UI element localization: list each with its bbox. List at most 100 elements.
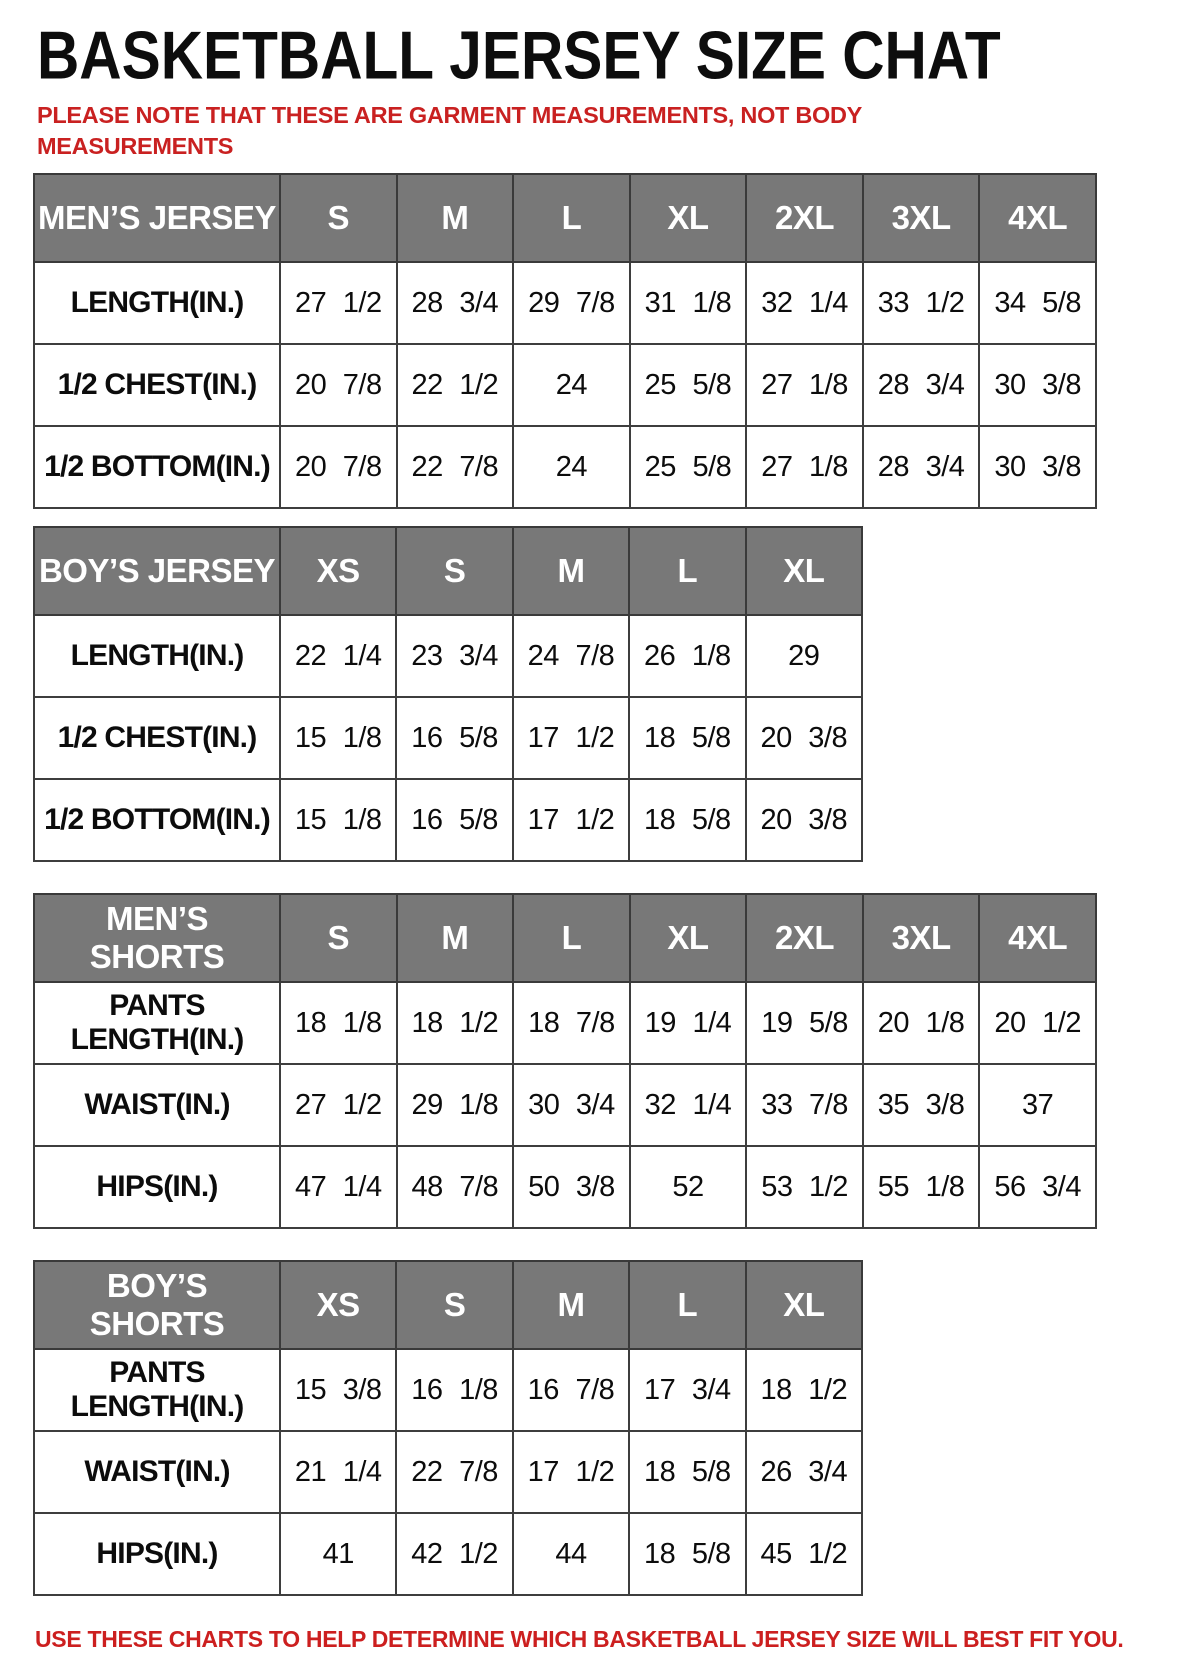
boy-s-jersey-table: BOY’S JERSEY XS S M L XL LENGTH(IN.) 22 1/4 23 3… [33,526,864,863]
boy-s-jersey-size-m: M [511,526,631,617]
row-label: HIPS(IN.) [33,1512,281,1597]
best-fit-note: USE THESE CHARTS TO HELP DETERMINE WHICH… [35,1626,1124,1653]
value-cell: 27 1/2 [279,261,398,346]
value-cell: 18 5/8 [628,1512,747,1597]
value-cell: 33 7/8 [745,1063,864,1148]
size-tables: MEN’S JERSEY S M L XL 2XL 3XL 4XL LENGTH(IN.) 27 … [33,173,1170,1597]
value-cell: 25 5/8 [628,425,748,510]
men-s-shorts-size-2xl: 2XL [745,893,864,984]
value-cell: 30 3/4 [512,1063,631,1148]
row-label: HIPS(IN.) [33,1145,281,1230]
row-label: 1/2 BOTTOM(IN.) [33,425,281,510]
men-s-shorts-size-l: L [512,893,631,984]
value-cell: 22 1/4 [278,614,398,699]
value-cell: 29 [744,614,864,699]
row-label: LENGTH(IN.) [33,614,281,699]
value-cell: 25 5/8 [628,343,748,428]
garment-measurements-note: PLEASE NOTE THAT THESE ARE GARMENT MEASU… [37,102,862,159]
value-cell: 15 1/8 [278,778,398,863]
men-s-jersey-size-4xl: 4XL [978,173,1097,264]
boy-s-shorts-row-waist-in: WAIST(IN.) 21 1/4 22 7/8 17 1/2 18 5/8 26 3/4 [33,1430,864,1515]
value-cell: 37 [978,1063,1097,1148]
value-cell: 19 5/8 [745,981,864,1066]
men-s-jersey-title-cell: MEN’S JERSEY [33,173,281,264]
value-cell: 18 5/8 [628,1430,747,1515]
row-label: 1/2 BOTTOM(IN.) [33,778,281,863]
value-cell: 18 5/8 [628,778,747,863]
value-cell: 24 7/8 [511,614,631,699]
boy-s-jersey-size-xl: XL [744,526,864,617]
value-cell: 17 3/4 [628,1348,747,1433]
value-cell: 22 7/8 [395,1430,514,1515]
value-cell: 18 7/8 [512,981,631,1066]
men-s-shorts-size-m: M [395,893,515,984]
men-s-jersey-size-3xl: 3XL [861,173,981,264]
value-cell: 17 1/2 [511,778,631,863]
row-label: 1/2 CHEST(IN.) [33,696,281,781]
men-s-jersey-header-row: MEN’S JERSEY S M L XL 2XL 3XL 4XL [33,173,1097,264]
value-cell: 29 1/8 [395,1063,515,1148]
boy-s-shorts-row-pants-length-in: PANTS LENGTH(IN.) 15 3/8 16 1/8 16 7/8 17 3/… [33,1348,864,1433]
boy-s-jersey-row-length-in: LENGTH(IN.) 22 1/4 23 3/4 24 7/8 26 1/8 29 [33,614,864,699]
value-cell: 56 3/4 [978,1145,1097,1230]
row-label: WAIST(IN.) [33,1063,281,1148]
value-cell: 31 1/8 [628,261,748,346]
value-cell: 53 1/2 [745,1145,864,1230]
value-cell: 18 1/2 [744,1348,864,1433]
men-s-shorts-size-4xl: 4XL [978,893,1097,984]
value-cell: 30 3/8 [978,425,1097,510]
row-label: LENGTH(IN.) [33,261,281,346]
value-cell: 18 1/8 [279,981,398,1066]
value-cell: 42 1/2 [395,1512,514,1597]
value-cell: 20 7/8 [279,343,398,428]
value-cell: 28 3/4 [395,261,515,346]
boy-s-jersey-title-cell: BOY’S JERSEY [33,526,281,617]
value-cell: 32 1/4 [628,1063,748,1148]
value-cell: 22 1/2 [395,343,515,428]
boy-s-shorts-row-hips-in: HIPS(IN.) 41 42 1/2 44 18 5/8 45 1/2 [33,1512,864,1597]
men-s-shorts-title-cell: MEN’S SHORTS [33,893,281,984]
boy-s-shorts-size-xl: XL [744,1260,864,1351]
page-title: BASKETBALL JERSEY SIZE CHAT [37,17,1001,94]
men-s-jersey-size-l: L [512,173,631,264]
value-cell: 50 3/8 [512,1145,631,1230]
value-cell: 20 7/8 [279,425,398,510]
value-cell: 52 [628,1145,748,1230]
value-cell: 18 1/2 [395,981,515,1066]
men-s-jersey-size-xl: XL [628,173,748,264]
value-cell: 22 7/8 [395,425,515,510]
boy-s-jersey-row-1-2-bottom-in: 1/2 BOTTOM(IN.) 15 1/8 16 5/8 17 1/2 18 5/8 2… [33,778,864,863]
men-s-shorts-row-hips-in: HIPS(IN.) 47 1/4 48 7/8 50 3/8 52 53 1/2 55 1/… [33,1145,1097,1230]
value-cell: 44 [511,1512,631,1597]
boy-s-jersey-size-l: L [628,526,747,617]
men-s-jersey-size-m: M [395,173,515,264]
value-cell: 27 1/8 [745,425,864,510]
men-s-shorts-size-xl: XL [628,893,748,984]
value-cell: 27 1/2 [279,1063,398,1148]
boy-s-shorts-table: BOY’S SHORTS XS S M L XL PANTS LENGTH(IN.) 15 3… [33,1260,864,1597]
value-cell: 30 3/8 [978,343,1097,428]
row-label: PANTS LENGTH(IN.) [33,981,281,1066]
men-s-shorts-table: MEN’S SHORTS S M L XL 2XL 3XL 4XL PANTS LENGTH(I… [33,893,1097,1230]
men-s-jersey-table: MEN’S JERSEY S M L XL 2XL 3XL 4XL LENGTH(IN.) 27 … [33,173,1097,510]
boy-s-jersey-size-xs: XS [278,526,398,617]
value-cell: 34 5/8 [978,261,1097,346]
value-cell: 33 1/2 [861,261,981,346]
value-cell: 23 3/4 [395,614,514,699]
value-cell: 47 1/4 [279,1145,398,1230]
value-cell: 48 7/8 [395,1145,515,1230]
value-cell: 27 1/8 [745,343,864,428]
value-cell: 24 [512,343,631,428]
value-cell: 18 5/8 [628,696,747,781]
value-cell: 20 1/8 [861,981,981,1066]
row-label: WAIST(IN.) [33,1430,281,1515]
men-s-shorts-row-waist-in: WAIST(IN.) 27 1/2 29 1/8 30 3/4 32 1/4 33 7/8… [33,1063,1097,1148]
value-cell: 16 1/8 [395,1348,514,1433]
value-cell: 19 1/4 [628,981,748,1066]
boy-s-shorts-size-s: S [395,1260,514,1351]
value-cell: 28 3/4 [861,425,981,510]
boy-s-shorts-size-m: M [511,1260,631,1351]
value-cell: 16 5/8 [395,778,514,863]
value-cell: 15 3/8 [278,1348,398,1433]
men-s-jersey-row-1-2-chest-in: 1/2 CHEST(IN.) 20 7/8 22 1/2 24 25 5/8 27 1/8… [33,343,1097,428]
